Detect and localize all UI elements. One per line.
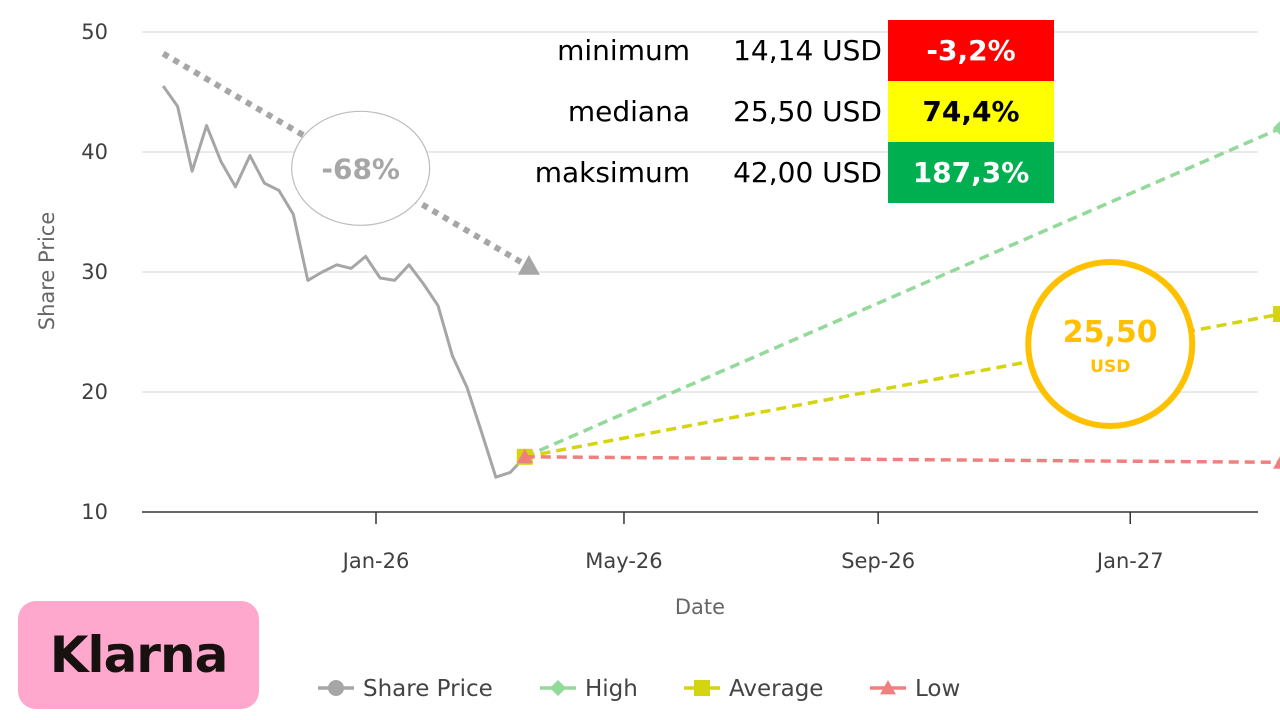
stats-row-maximum: maksimum 42,00 USD 187,3% (500, 142, 1054, 203)
trend-badge (291, 110, 431, 226)
target-value: 25,50 (1063, 315, 1158, 350)
target-annotation: 25,50 USD (1025, 259, 1196, 429)
series-line-low (524, 455, 1280, 465)
legend-label: Low (915, 676, 960, 702)
x-tick-label: Sep-26 (841, 549, 915, 573)
y-tick-label: 40 (81, 140, 108, 164)
y-tick-label: 30 (81, 260, 108, 284)
y-tick-label: 50 (81, 20, 108, 44)
x-tick-label: May-26 (585, 549, 662, 573)
point-marker (1273, 121, 1280, 135)
y-tick-label: 10 (81, 500, 108, 524)
y-tick-labels: 10 20 30 40 50 (81, 20, 108, 524)
stat-change: 74,4% (888, 81, 1054, 142)
series-line-share-price (161, 85, 526, 479)
stat-value: 14,14 USD (733, 34, 882, 67)
stats-row-median: mediana 25,50 USD 74,4% (500, 81, 1054, 142)
point-marker (328, 680, 344, 696)
stat-change: -3,2% (888, 20, 1054, 81)
stat-label: maksimum (534, 156, 690, 189)
point-marker (694, 680, 710, 696)
point-marker (550, 680, 566, 696)
trend-annotation: -68% (161, 51, 540, 275)
x-tick-label: Jan-27 (1095, 549, 1164, 573)
point-marker (880, 680, 896, 695)
x-tick-labels: Jan-26 May-26 Sep-26 Jan-27 (341, 512, 1164, 573)
point-marker (516, 448, 533, 464)
point-marker (517, 255, 540, 275)
y-tick-label: 20 (81, 380, 108, 404)
legend-label: Share Price (363, 676, 493, 702)
stat-value: 42,00 USD (733, 156, 882, 189)
point-marker (1273, 306, 1280, 322)
stat-label: minimum (557, 34, 690, 67)
price-target-table: minimum 14,14 USD -3,2% mediana 25,50 US… (500, 20, 1054, 203)
legend-label: Average (729, 676, 823, 702)
target-badge (1025, 259, 1196, 429)
klarna-logo: Klarna (18, 601, 259, 709)
legend: Share Price High Average Low (318, 676, 960, 702)
stat-label: mediana (567, 95, 690, 128)
stat-value: 25,50 USD (733, 95, 882, 128)
legend-label: High (585, 676, 638, 702)
logo-text: Klarna (49, 626, 229, 684)
stat-change: 187,3% (888, 142, 1054, 203)
y-axis-title: Share Price (35, 212, 59, 331)
x-tick-label: Jan-26 (341, 549, 410, 573)
series-line-high (524, 126, 1280, 459)
target-unit: USD (1090, 357, 1130, 377)
point-marker (1273, 456, 1280, 469)
trend-label: -68% (321, 152, 400, 185)
x-axis-title: Date (675, 595, 725, 619)
stats-row-minimum: minimum 14,14 USD -3,2% (500, 20, 1054, 81)
